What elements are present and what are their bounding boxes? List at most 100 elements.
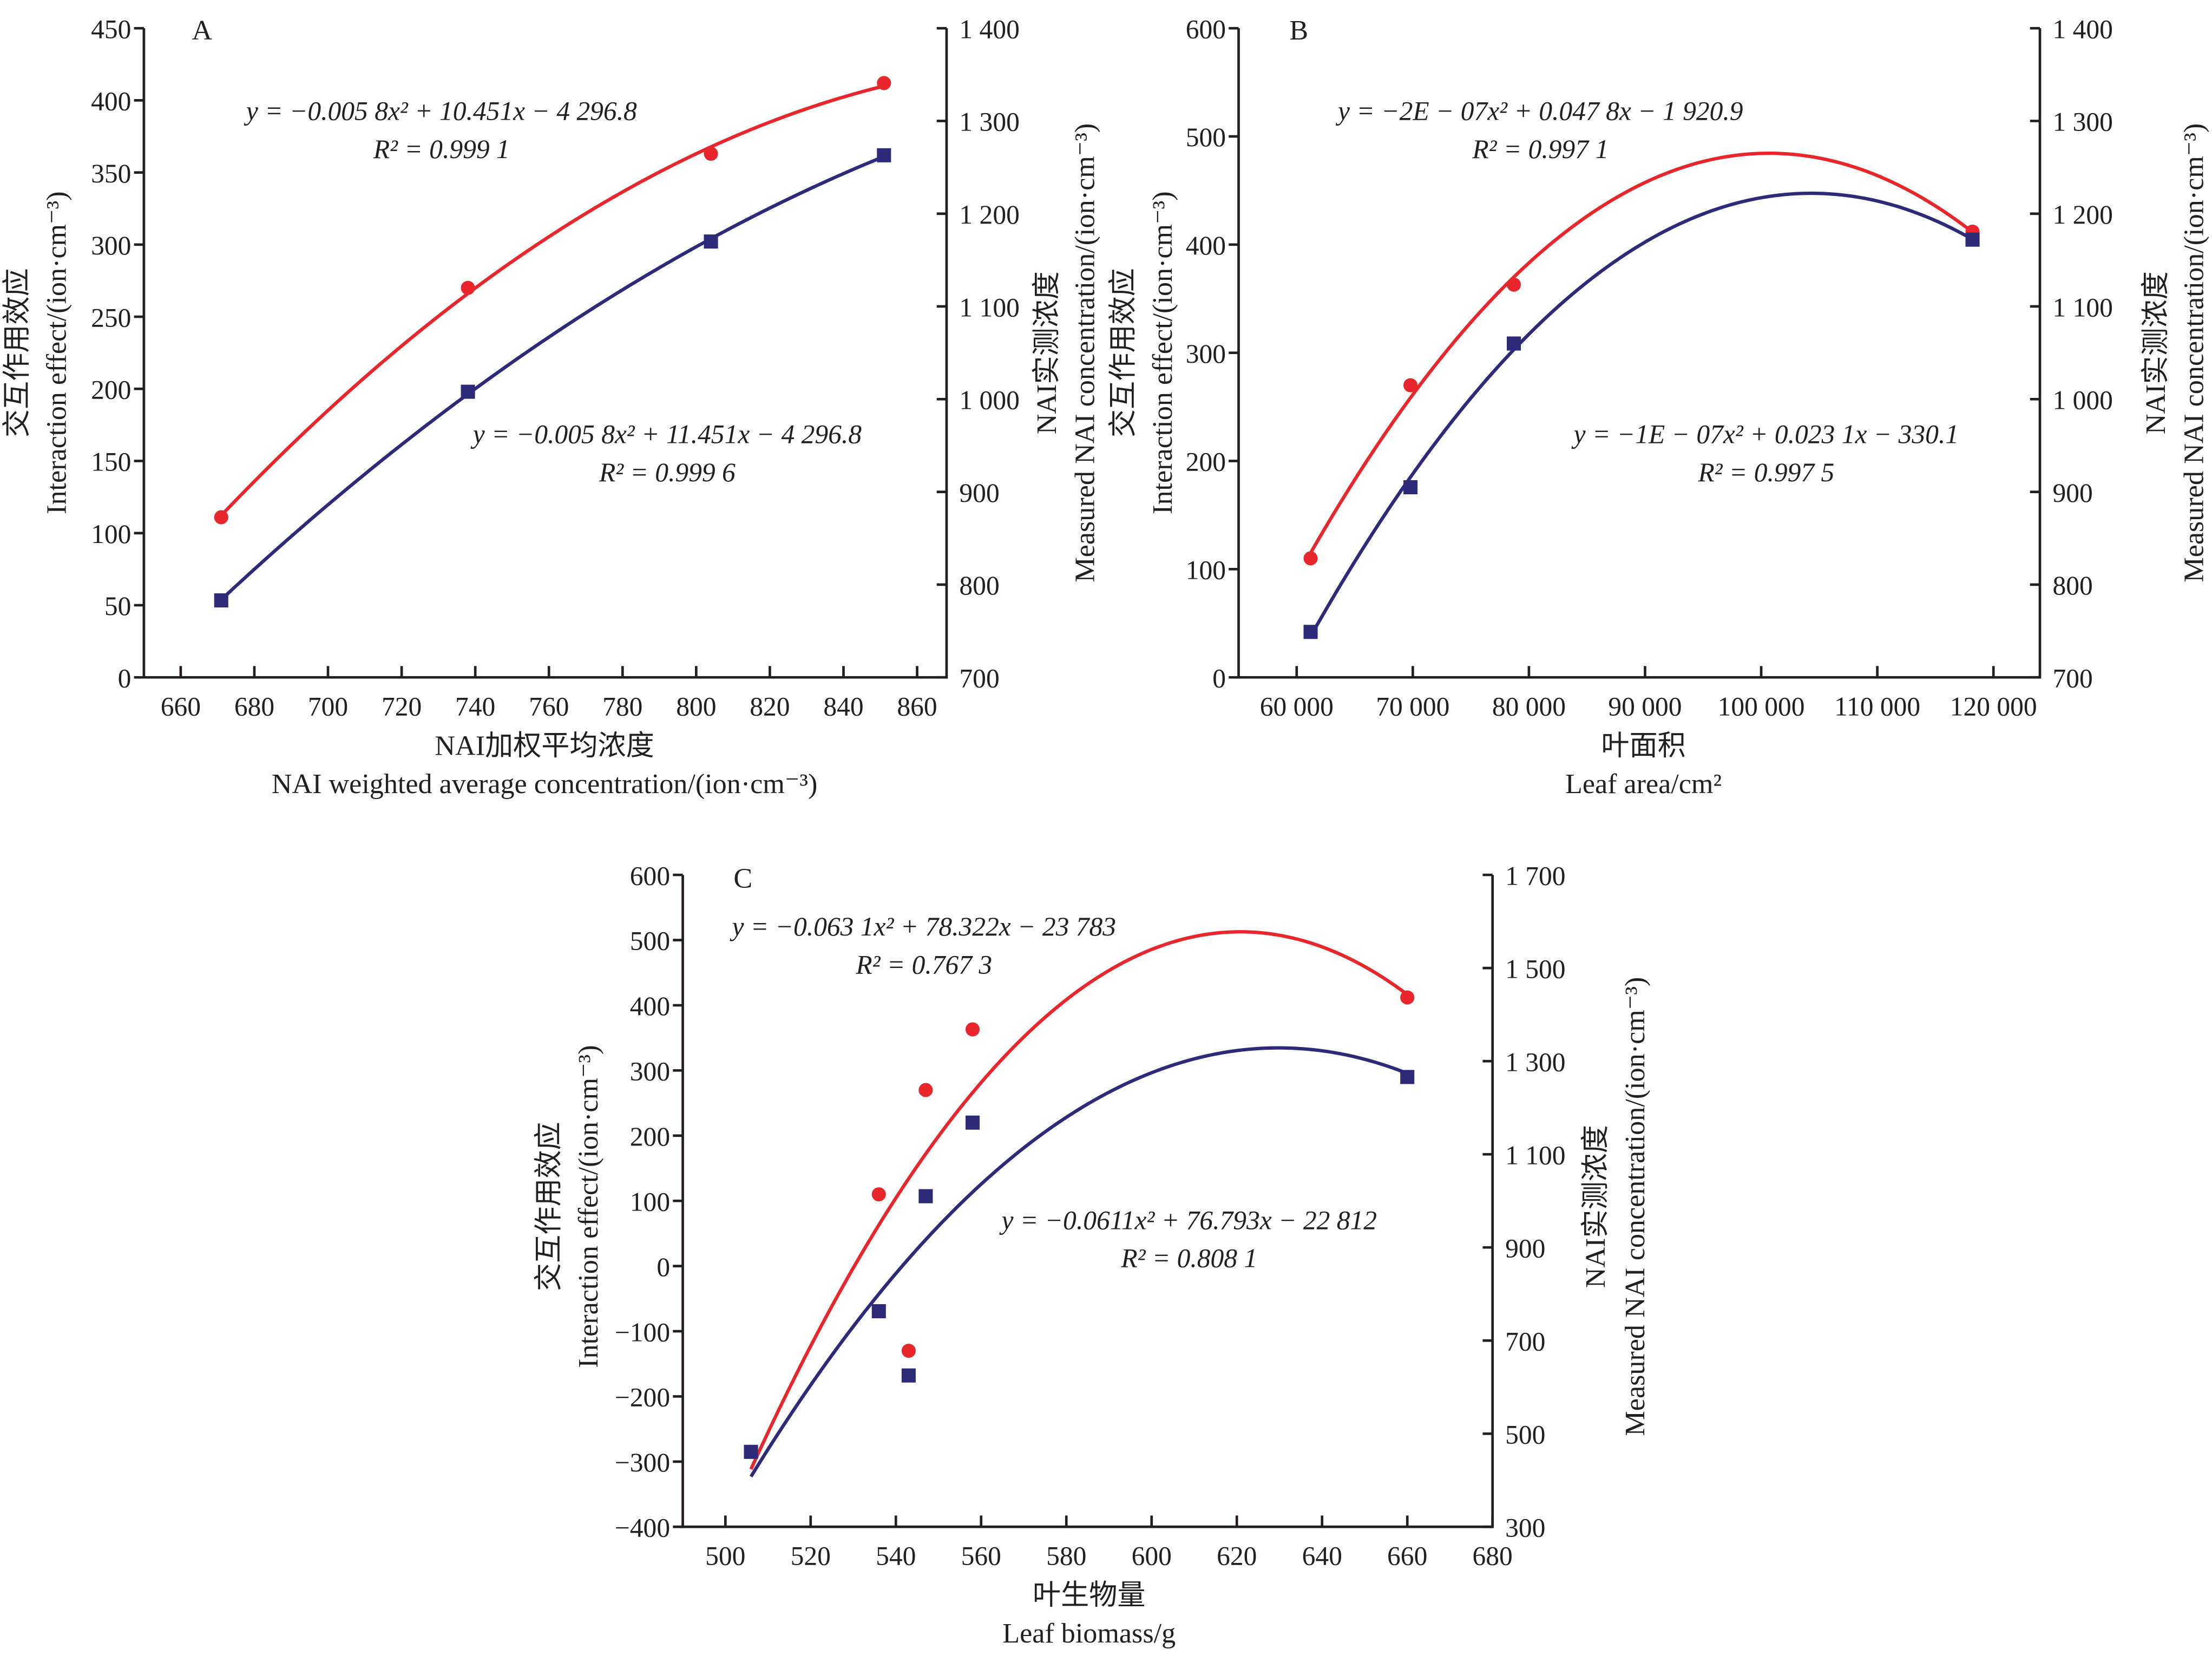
y-right-tick-label: 800 [2052,571,2092,600]
y-right-tick-label: 700 [2052,663,2092,693]
x-axis-title: NAI weighted average concentration/(ion·… [272,769,817,800]
y-right-title: Measured NAI concentration/(ion·cm⁻³) [1070,123,1101,583]
y-left-tick-label: 300 [1186,339,1226,369]
y-right-tick-label: 1 300 [2052,107,2112,137]
y-right-tick-label: 300 [1505,1513,1545,1543]
y-left-title: Interaction effect/(ion·cm⁻³) [41,191,72,514]
x-tick-label: 120 000 [1950,692,2037,722]
measured-point [877,148,891,162]
regression-equation: y = −1E − 07x² + 0.023 1x − 330.1 [1571,419,1959,449]
regression-equation: y = −0.063 1x² + 78.322x − 23 783 [729,912,1116,941]
y-right-tick-label: 700 [1505,1326,1545,1356]
y-left-tick-label: 0 [118,663,132,693]
y-right-title-cn: NAI实测浓度 [2141,271,2171,434]
x-axis-title: Leaf area/cm² [1565,769,1722,800]
y-right-tick-label: 500 [1505,1419,1545,1449]
interaction-point [871,1187,886,1202]
y-left-tick-label: 100 [630,1187,670,1216]
x-tick-label: 580 [1046,1541,1086,1571]
r-squared-label: R² = 0.808 1 [1120,1244,1257,1273]
x-tick-label: 620 [1217,1541,1257,1571]
y-left-tick-label: 400 [1186,231,1226,260]
r-squared-label: R² = 0.999 1 [373,134,510,164]
measured-fit-curve [1309,191,1974,637]
y-left-tick-label: 300 [630,1057,670,1087]
measured-point [901,1368,916,1383]
x-axis-title: Leaf biomass/g [1002,1618,1176,1649]
measured-point [1506,336,1521,351]
y-left-title: Interaction effect/(ion·cm⁻³) [1147,191,1178,514]
x-tick-label: 110 000 [1834,692,1920,722]
interaction-point [965,1022,980,1037]
measured-point [871,1304,886,1319]
y-right-title-cn: NAI实测浓度 [1580,1125,1611,1288]
x-tick-label: 680 [234,692,274,722]
y-right-title: Measured NAI concentration/(ion·cm⁻³) [1620,977,1651,1436]
x-tick-label: 520 [791,1541,831,1571]
x-axis-title-cn: 叶生物量 [1033,1580,1146,1611]
chart-panel-c: −400 −300 −200 −100 0 100 200 300 400 500 600 300 50… [534,861,1651,1649]
regression-equation: y = −0.005 8x² + 11.451x − 4 296.8 [470,419,862,449]
interaction-point [1303,551,1318,566]
y-left-tick-label: 600 [630,861,670,891]
measured-point [214,593,228,608]
y-left-tick-label: −400 [615,1513,670,1543]
y-right-title: Measured NAI concentration/(ion·cm⁻³) [2178,123,2209,583]
x-tick-label: 90 000 [1608,692,1682,722]
chart-panel-a: 0 50 100 150 200 250 300 350 400 450 700 800 900 1 00… [2,14,1100,799]
y-left-tick-label: −200 [615,1383,670,1412]
y-right-tick-label: 1 300 [1505,1047,1565,1077]
y-right-tick-label: 1 700 [1505,861,1565,891]
y-left-tick-label: 150 [91,447,131,477]
y-left-tick-label: 100 [91,519,131,549]
y-left-title-cn: 交互作用效应 [1108,268,1139,437]
regression-equation: y = −0.0611x² + 76.793x − 22 812 [999,1205,1377,1235]
measured-point [1303,625,1318,639]
x-tick-label: 660 [1387,1541,1427,1571]
x-tick-label: 540 [876,1541,916,1571]
interaction-point [1400,990,1415,1005]
chart-panel-b: 0 100 200 300 400 500 600 700 800 900 1 000 1 100 1 … [1108,14,2209,799]
interaction-point [877,76,891,90]
y-right-tick-label: 900 [959,478,999,508]
x-tick-label: 600 [1132,1541,1172,1571]
measured-point [918,1189,933,1203]
r-squared-label: R² = 0.999 6 [599,457,736,487]
x-tick-label: 70 000 [1376,692,1449,722]
y-right-tick-label: 1 100 [1505,1140,1565,1170]
y-right-tick-label: 1 200 [959,200,1019,230]
measured-point [461,384,475,399]
plot-axes [681,875,1494,1528]
y-right-tick-label: 1 200 [2052,200,2112,230]
x-tick-label: 640 [1302,1541,1342,1571]
y-left-tick-label: 200 [91,375,131,405]
y-right-tick-label: 1 400 [2052,14,2112,44]
interaction-point [901,1344,916,1358]
y-left-tick-label: 200 [1186,447,1226,477]
x-axis-title-cn: 叶面积 [1601,731,1685,762]
y-right-tick-label: 900 [1505,1233,1545,1263]
r-squared-label: R² = 0.997 1 [1472,134,1609,164]
measured-fit-curve [749,1046,1408,1478]
measured-point [704,234,718,249]
x-tick-label: 760 [529,692,569,722]
r-squared-label: R² = 0.767 3 [855,950,992,980]
y-right-tick-label: 1 400 [959,14,1019,44]
panel-label: B [1289,15,1308,46]
interaction-fit-curve [1309,151,1974,554]
x-tick-label: 800 [676,692,716,722]
y-left-title: Interaction effect/(ion·cm⁻³) [573,1045,604,1368]
y-right-tick-label: 1 000 [2052,385,2112,415]
x-tick-label: 660 [161,692,201,722]
y-left-tick-label: 600 [1186,14,1226,44]
panel-label: C [733,863,752,894]
interaction-point [918,1083,933,1097]
regression-equation: y = −2E − 07x² + 0.047 8x − 1 920.9 [1335,96,1743,126]
r-squared-label: R² = 0.997 5 [1697,457,1834,487]
interaction-point [214,510,228,525]
y-left-tick-label: 250 [91,303,131,332]
x-tick-label: 780 [602,692,642,722]
y-right-tick-label: 800 [959,571,999,600]
